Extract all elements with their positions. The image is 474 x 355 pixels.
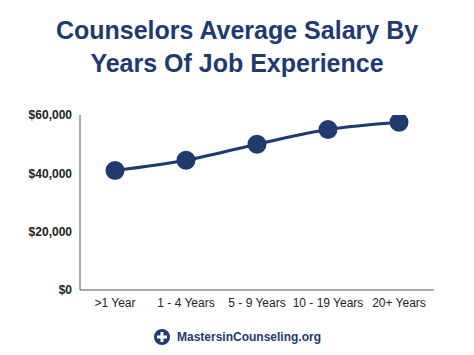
svg-text:20+ Years: 20+ Years (372, 296, 426, 310)
svg-text:10 - 19 Years: 10 - 19 Years (293, 296, 364, 310)
html-text:MastersinCounseling.org: MastersinCounseling.org (177, 330, 321, 344)
svg-text:1 - 4 Years: 1 - 4 Years (157, 296, 214, 310)
svg-text:$0: $0 (59, 283, 73, 297)
svg-text:5 - 9 Years: 5 - 9 Years (228, 296, 285, 310)
html-text:Counselors Average Salary By Y: Counselors Average Salary By Years Of Jo… (55, 16, 419, 77)
svg-text:$20,000: $20,000 (29, 225, 73, 239)
svg-text:$40,000: $40,000 (29, 167, 73, 181)
svg-text:$60,000: $60,000 (29, 108, 73, 122)
svg-text:>1 Year: >1 Year (94, 296, 135, 310)
